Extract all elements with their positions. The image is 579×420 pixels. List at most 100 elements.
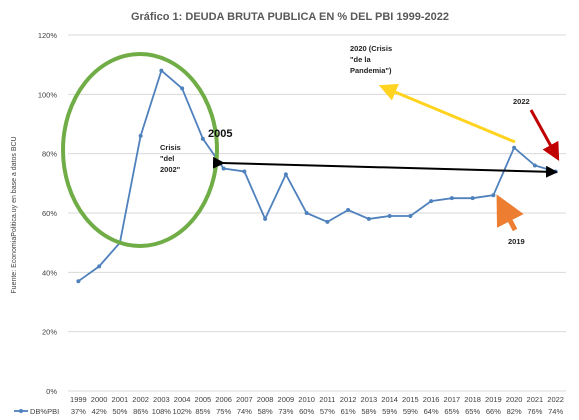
x-tick-label: 2005 [195,395,212,404]
legend: DB%PBI [14,407,59,416]
data-point [159,68,164,73]
y-tick-label: 0% [46,387,57,396]
data-point [449,196,454,201]
data-point [387,213,392,218]
x-tick-label: 2014 [381,395,398,404]
x-tick-label: 2006 [215,395,232,404]
data-label: 66% [486,407,501,416]
data-point [346,208,351,213]
y-tick-label: 40% [42,268,57,277]
label-2019: 2019 [508,237,525,246]
data-point [242,169,247,174]
data-labels-row: 37% 42% 50% 86% 108% 102% 85% 75% 74% 58% 73% 60% 57… [71,407,564,416]
data-point [325,219,330,224]
chart-title: Gráfico 1: DEUDA BRUTA PUBLICA EN % DEL … [131,11,449,23]
data-label: 86% [133,407,148,416]
data-point [97,264,102,269]
x-tick-labels: 1999 2000 2001 2002 2003 2004 2005 2006 2007 2008… [70,395,564,404]
x-tick-label: 2009 [278,395,295,404]
x-tick-label: 2015 [402,395,419,404]
series-group [76,68,558,284]
crisis-ellipse [61,52,219,248]
pandemia-2020-annotation: Pandemia") [350,66,392,75]
data-label: 59% [382,407,397,416]
data-label: 74% [548,407,563,416]
x-tick-label: 2004 [174,395,191,404]
y-tick-label: 60% [42,209,57,218]
data-point [283,172,288,177]
y-tick-label: 100% [38,90,58,99]
data-point [180,86,185,91]
x-tick-label: 2012 [340,395,357,404]
data-point [429,199,434,204]
label-2022: 2022 [513,97,530,106]
x-tick-label: 2010 [298,395,315,404]
x-tick-label: 2007 [236,395,253,404]
data-label: 57% [320,407,335,416]
data-label: 37% [71,407,86,416]
data-label: 75% [216,407,231,416]
data-label: 73% [278,407,293,416]
orange-arrow [496,194,524,232]
crisis-2002-annotation: 2002" [160,165,181,174]
x-tick-label: 2003 [153,395,170,404]
data-point [408,213,413,218]
data-point [263,216,268,221]
data-label: 65% [465,407,480,416]
x-tick-label: 2008 [257,395,274,404]
data-label: 64% [424,407,439,416]
data-label: 59% [403,407,418,416]
y-tick-labels: 0% 20% 40% 60% 80% 100% 120% [38,31,58,396]
pandemia-2020-annotation: 2020 (Crisis [350,44,392,53]
data-point [512,145,517,150]
black-comparison-arrow [212,156,558,178]
data-point [491,193,496,198]
x-tick-label: 2001 [112,395,129,404]
pandemia-2020-annotation: "de la [350,55,371,64]
red-arrow [529,109,560,161]
data-label: 61% [341,407,356,416]
gridlines [68,34,566,392]
x-tick-label: 2021 [527,395,544,404]
data-label: 85% [195,407,210,416]
x-tick-label: 2011 [319,395,335,404]
y-tick-label: 120% [38,31,58,40]
data-point [221,166,226,171]
data-label: 82% [507,407,522,416]
data-point [304,211,309,215]
legend-label: DB%PBI [30,407,59,416]
data-point [200,136,205,141]
data-point [470,196,475,201]
x-tick-label: 2013 [361,395,378,404]
crisis-2002-annotation: "del [160,154,174,163]
data-point [138,133,143,138]
legend-marker [19,409,23,413]
x-tick-label: 2002 [132,395,149,404]
data-label: 76% [527,407,542,416]
data-label: 108% [152,407,172,416]
data-label: 50% [112,407,127,416]
data-label: 42% [92,407,107,416]
data-label: 60% [299,407,314,416]
x-tick-label: 2016 [423,395,440,404]
y-axis-label: Fuente: EconomiaPolitica.uy en base a da… [11,136,18,293]
y-tick-label: 20% [42,328,57,337]
data-label: 102% [173,407,193,416]
x-tick-label: 2017 [444,395,461,404]
x-tick-label: 2020 [506,395,523,404]
data-label: 65% [444,407,459,416]
y-tick-label: 80% [42,150,57,159]
label-2005: 2005 [208,128,232,140]
x-tick-label: 2022 [547,395,564,404]
x-tick-label: 2019 [485,395,502,404]
data-point [76,279,81,284]
crisis-2002-annotation: Crisis [160,143,181,152]
x-tick-label: 1999 [70,395,87,404]
x-tick-label: 2000 [91,395,108,404]
yellow-arrow [378,83,516,144]
annotations: Crisis "del 2002" 2005 2020 (Crisis "de la Pan… [61,44,560,248]
data-label: 58% [361,407,376,416]
series-line [77,69,556,282]
